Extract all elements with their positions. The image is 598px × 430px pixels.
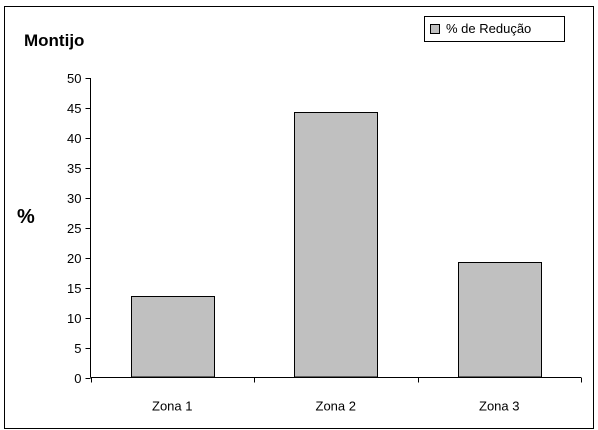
y-axis-label: %	[17, 206, 35, 228]
y-tick-label: 45	[67, 101, 81, 116]
bar-zona-3	[458, 262, 542, 378]
y-tick-label: 50	[67, 71, 81, 86]
x-axis-labels: Zona 1 Zona 2 Zona 3	[91, 377, 582, 414]
y-tick-label: 35	[67, 161, 81, 176]
bar-zona-2	[294, 112, 378, 378]
y-tick-label: 5	[74, 341, 81, 356]
bar-zona-1	[131, 296, 215, 378]
y-tick-label: 0	[74, 371, 81, 386]
y-tick-label: 15	[67, 281, 81, 296]
legend-label: % de Redução	[446, 21, 531, 36]
y-tick-label: 40	[67, 131, 81, 146]
bars	[131, 112, 542, 378]
legend-box	[424, 16, 565, 42]
chart-title: Montijo	[24, 31, 84, 50]
x-tick-label: Zona 3	[479, 399, 519, 414]
legend-swatch	[430, 24, 440, 34]
legend: % de Redução	[424, 16, 565, 42]
y-axis-ticks: 0 5 10 15 20 25 30 35 40 45 50	[67, 71, 91, 386]
x-tick-label: Zona 2	[316, 399, 356, 414]
y-tick-label: 25	[67, 221, 81, 236]
y-tick-label: 30	[67, 191, 81, 206]
x-tick-label: Zona 1	[152, 399, 192, 414]
y-tick-label: 10	[67, 311, 81, 326]
y-tick-label: 20	[67, 251, 81, 266]
